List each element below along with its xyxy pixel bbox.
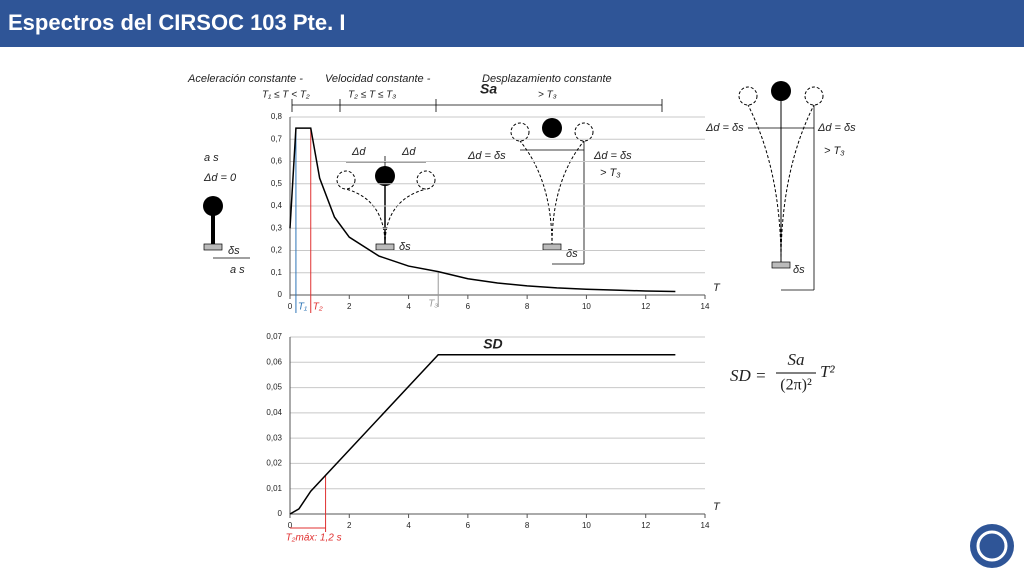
y-tick-label: 0,6 <box>271 157 283 166</box>
x-tick-label: 14 <box>701 302 710 311</box>
annotation: Δd = δs <box>817 122 856 134</box>
header-bar <box>0 0 1024 47</box>
x-tick-label: 0 <box>288 302 293 311</box>
x-tick-label: 8 <box>525 302 530 311</box>
y-tick-label: 0,5 <box>271 179 283 188</box>
annotation: T₂ ≤ T ≤ T₃ <box>348 90 396 101</box>
marker-label: T₁ <box>298 302 307 313</box>
annotation: Δd <box>351 146 366 158</box>
formula-denominator: (2π)² <box>780 377 812 394</box>
y-tick-label: 0,1 <box>271 268 283 277</box>
base <box>542 243 562 251</box>
x-tick-label: 2 <box>347 521 352 530</box>
x-tick-label: 4 <box>406 302 411 311</box>
marker-label: T₂ <box>313 302 323 313</box>
annotation: Desplazamiento constante <box>482 73 612 85</box>
logo <box>970 524 1014 568</box>
formula-numerator: Sa <box>788 350 805 369</box>
y-tick-label: 0,02 <box>266 459 282 468</box>
deflection <box>519 140 585 247</box>
annotation: Velocidad constante - <box>325 73 431 85</box>
annotation: > T₃ <box>600 167 621 179</box>
annotation: Δd <box>401 146 416 158</box>
y-tick-label: 0,07 <box>266 332 282 341</box>
y-tick-label: 0,01 <box>266 484 282 493</box>
annotation: Aceleración constante - <box>187 73 303 85</box>
series-line <box>289 127 676 293</box>
mass-ghost <box>738 86 758 106</box>
base <box>375 243 395 251</box>
y-tick-label: 0,05 <box>266 383 282 392</box>
logo-circle <box>970 524 1014 568</box>
y-tick-label: 0,04 <box>266 408 282 417</box>
base <box>771 261 791 269</box>
marker-label: T₃ <box>428 299 438 310</box>
annotation: a s <box>230 264 245 276</box>
mass <box>542 118 562 138</box>
y-tick-label: 0,4 <box>271 201 283 210</box>
mass-ghost <box>416 170 436 190</box>
y-tick-label: 0 <box>278 290 283 299</box>
y-tick-label: 0,2 <box>271 246 283 255</box>
mass-ghost <box>336 170 356 190</box>
y-tick-label: 0 <box>278 509 283 518</box>
series-line <box>289 353 676 515</box>
annotations: Aceleración constante - Velocidad consta… <box>187 73 856 291</box>
y-tick-label: 0,3 <box>271 223 283 232</box>
formula-factor: T² <box>820 362 835 381</box>
annotation: T₁ ≤ T < T₂ <box>262 90 310 101</box>
x-axis-label: T <box>713 501 721 513</box>
x-tick-label: 10 <box>582 521 591 530</box>
y-tick-label: 0,8 <box>271 112 283 121</box>
x-tick-label: 6 <box>466 302 471 311</box>
x-tick-label: 0 <box>288 521 293 530</box>
slide-title: Espectros del CIRSOC 103 Pte. I <box>8 10 345 35</box>
annotation: Δd = 0 <box>203 172 237 184</box>
formula: SD = Sa (2π)² T² <box>730 350 835 394</box>
annotation: δs <box>228 245 240 257</box>
annotation: Δd = δs <box>705 122 744 134</box>
marker-label: T₂máx: 1,2 s <box>286 533 342 544</box>
mass-ghost <box>510 122 530 142</box>
logo-ring <box>976 530 1008 562</box>
y-tick-label: 0,06 <box>266 357 282 366</box>
x-tick-label: 4 <box>406 521 411 530</box>
mass-ghost <box>574 122 594 142</box>
x-axis-label: T <box>713 282 721 294</box>
annotation: Δd = δs <box>467 150 506 162</box>
x-tick-label: 6 <box>466 521 471 530</box>
y-tick-label: 0,03 <box>266 433 282 442</box>
x-tick-label: 12 <box>641 521 650 530</box>
deflection <box>345 188 427 246</box>
mass <box>375 166 395 186</box>
base <box>203 243 223 251</box>
annotation: a s <box>204 152 219 164</box>
mass-ghost <box>804 86 824 106</box>
annotation: Δd = δs <box>593 150 632 162</box>
x-tick-label: 8 <box>525 521 530 530</box>
series-label: SD <box>483 336 502 352</box>
x-tick-label: 2 <box>347 302 352 311</box>
mass <box>771 81 791 101</box>
x-tick-label: 12 <box>641 302 650 311</box>
annotation: > T₃ <box>824 145 845 157</box>
annotation: δs <box>566 248 578 260</box>
series-label: Sa <box>480 81 497 97</box>
annotation: > T₃ <box>538 90 557 101</box>
formula-lhs: SD = <box>730 366 767 385</box>
y-tick-label: 0,7 <box>271 134 283 143</box>
annotation: δs <box>793 264 805 276</box>
annotation: δs <box>399 241 411 253</box>
x-tick-label: 10 <box>582 302 591 311</box>
x-tick-label: 14 <box>701 521 710 530</box>
